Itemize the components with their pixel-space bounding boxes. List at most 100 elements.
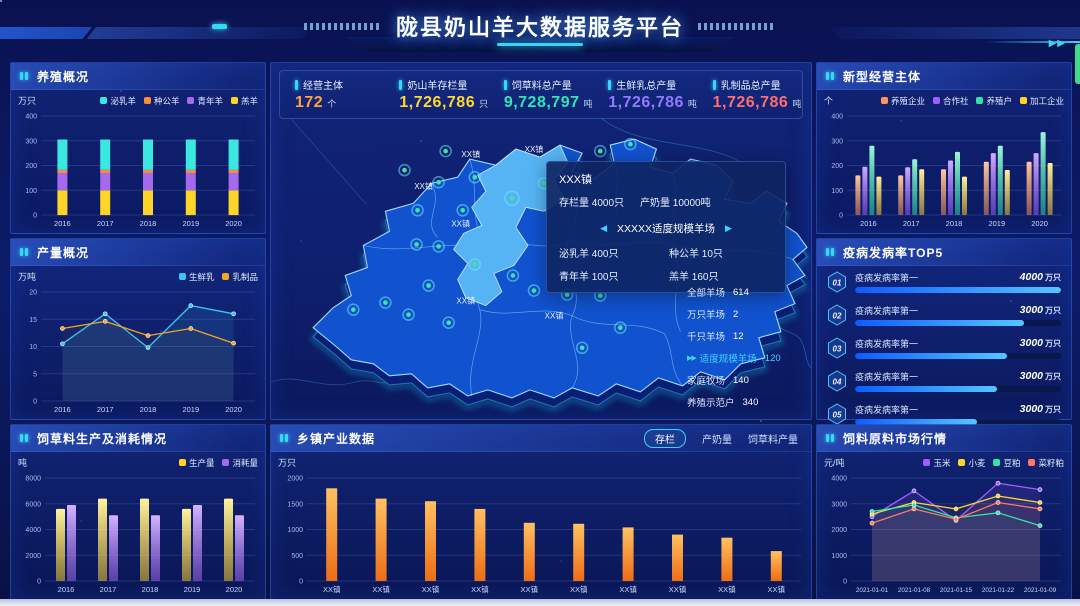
legend-item[interactable]: 泌乳羊 [100, 95, 136, 107]
town-label[interactable]: XX镇 [545, 311, 564, 321]
map-marker[interactable] [402, 308, 415, 321]
map-marker[interactable] [411, 204, 424, 217]
legend-swatch-icon [187, 97, 195, 104]
svg-text:XX镇: XX镇 [323, 584, 341, 594]
farm-row[interactable]: 养殖示范户 340 [687, 396, 759, 410]
map-marker[interactable] [468, 258, 482, 271]
legend-item[interactable]: 合作社 [932, 95, 968, 107]
top5-bar-track [855, 287, 1061, 293]
legend-item[interactable]: 生产量 [178, 457, 214, 469]
market-chart[interactable]: 0 1000 2000 3000 4000 2021-01-01 2021-01-08 202… [821, 472, 1067, 596]
svg-text:2020: 2020 [226, 585, 243, 594]
legend-item[interactable]: 加工企业 [1019, 95, 1064, 107]
map-marker[interactable] [575, 341, 589, 355]
tab-存栏[interactable]: 存栏 [644, 428, 686, 448]
double-arrow-icon[interactable]: ▶▶ [1048, 38, 1066, 49]
stats-row: 经营主体 172 个 奶山羊存栏量 1,726,786 只饲草料总产量 9,728,797 吨… [279, 70, 803, 119]
legend-swatch-icon [222, 459, 230, 466]
breeding-chart[interactable]: 0 100 200 300 400 2016 2017 2018 2019 2020 [15, 110, 261, 230]
tab-饲草料产量[interactable]: 饲草料产量 [748, 434, 798, 446]
farm-row[interactable]: 千只羊场 12 [687, 330, 744, 344]
legend-item[interactable]: 种公羊 [143, 95, 179, 107]
tab-产奶量[interactable]: 产奶量 [702, 434, 732, 446]
production-chart[interactable]: 0 5 10 15 20 2016 2017 2018 2019 2020 [15, 286, 261, 416]
map-marker[interactable] [593, 144, 607, 158]
svg-text:2016: 2016 [54, 405, 71, 414]
y-axis-unit: 万只 [278, 458, 297, 468]
panel-title: 乡镇产业数据 [297, 431, 376, 446]
panel-marker-icon [280, 429, 290, 447]
map-marker[interactable] [422, 279, 435, 292]
svg-text:2021-01-01: 2021-01-01 [856, 587, 889, 594]
top5-list: 01 疫病发病率第一 4000 万只 02 疫病发病率第一 3000 万只 03 疫病发病率第一 3… [817, 267, 1071, 425]
svg-text:500: 500 [291, 553, 303, 560]
top5-row: 02 疫病发病率第一 3000 万只 [817, 300, 1071, 333]
map-marker[interactable] [432, 175, 445, 189]
svg-text:2020: 2020 [225, 405, 242, 414]
map-marker[interactable] [439, 144, 452, 158]
legend-item[interactable]: 小麦 [958, 457, 985, 469]
map-marker[interactable] [432, 240, 445, 253]
entities-chart[interactable]: 0 100 200 300 400 2016 2017 2018 2019 2020 [821, 110, 1067, 230]
map-marker[interactable] [468, 170, 482, 184]
svg-text:XX镇: XX镇 [521, 584, 539, 594]
map-marker[interactable] [398, 163, 411, 177]
legend-item[interactable]: 生鲜乳 [178, 271, 214, 283]
svg-text:2016: 2016 [58, 585, 75, 594]
svg-text:0: 0 [839, 213, 843, 220]
legend-swatch-icon [1028, 459, 1036, 466]
legend-item[interactable]: 乳制品 [222, 271, 258, 283]
legend-item[interactable]: 菜籽粕 [1028, 457, 1064, 469]
arrow-right-icon[interactable]: ▶ [725, 223, 732, 233]
entities-chart-svg: 0 100 200 300 400 2016 2017 2018 2019 2020 [831, 114, 1061, 228]
township-chart[interactable]: 0 500 1000 1500 2000 XX镇 XX镇 XX镇 XX镇 XX镇 XX镇 XX镇 XX镇… [275, 472, 807, 596]
map-river-line [601, 118, 743, 164]
farm-row[interactable]: 家庭牧场 140 [687, 374, 749, 388]
farm-row[interactable]: ▶▶ 适度规模羊场 120 [687, 352, 781, 366]
arrow-left-icon[interactable]: ◀ [600, 223, 607, 233]
svg-text:XX镇: XX镇 [372, 584, 390, 594]
legend-item[interactable]: 养殖户 [976, 95, 1012, 107]
edge-scroll-handle[interactable] [1075, 44, 1080, 84]
map-marker[interactable] [379, 296, 392, 309]
legend-item[interactable]: 青年羊 [187, 95, 223, 107]
map-marker[interactable] [614, 321, 627, 334]
town-label[interactable]: XX镇 [456, 296, 475, 306]
top5-bar [855, 353, 1008, 359]
svg-text:01: 01 [833, 279, 842, 288]
town-label[interactable]: XX镇 [451, 218, 470, 228]
panel-header: 饲料原料市场行情 [817, 425, 1071, 452]
legend-item[interactable]: 豆粕 [993, 457, 1020, 469]
town-label[interactable]: XX镇 [461, 149, 480, 159]
legend-item[interactable]: 玉米 [923, 457, 950, 469]
forage-chart[interactable]: 0 2000 4000 6000 8000 2016 2017 2018 2019 2020 [15, 472, 261, 596]
legend-swatch-icon [993, 459, 1001, 466]
svg-text:2017: 2017 [100, 585, 117, 594]
legend-item[interactable]: 羔羊 [230, 95, 258, 107]
y-axis-unit: 个 [824, 96, 834, 106]
legend-swatch-icon [230, 97, 238, 104]
svg-text:0: 0 [843, 579, 847, 586]
map-marker[interactable] [506, 269, 520, 282]
top5-row: 04 疫病发病率第一 3000 万只 [817, 366, 1071, 399]
map-marker[interactable] [442, 316, 455, 329]
legend-item[interactable]: 消耗量 [222, 457, 258, 469]
svg-text:XX镇: XX镇 [718, 584, 736, 594]
town-label[interactable]: XX镇 [525, 144, 544, 154]
farm-row[interactable]: 全部羊场 614 [687, 286, 749, 300]
svg-text:XX镇: XX镇 [619, 584, 637, 594]
legend: 生鲜乳 乳制品 [178, 271, 258, 283]
map-marker[interactable] [624, 137, 637, 151]
y-axis-unit: 万吨 [18, 272, 37, 282]
svg-text:2021-01-22: 2021-01-22 [982, 587, 1015, 594]
map-marker[interactable] [410, 238, 423, 251]
panel-breeding-overview: 养殖概况 万只 泌乳羊 种公羊 青年羊 羔羊 0 100 200 300 400 2016 2017… [10, 62, 266, 234]
legend-item[interactable]: 养殖企业 [880, 95, 925, 107]
farm-row[interactable]: 万只羊场 2 [687, 308, 739, 322]
map-marker[interactable] [347, 303, 360, 316]
town-label[interactable]: XX镇 [414, 181, 433, 191]
map-marker[interactable] [504, 190, 520, 207]
legend-swatch-icon [1019, 97, 1027, 104]
map-marker[interactable] [527, 284, 541, 297]
map-marker[interactable] [456, 204, 469, 217]
